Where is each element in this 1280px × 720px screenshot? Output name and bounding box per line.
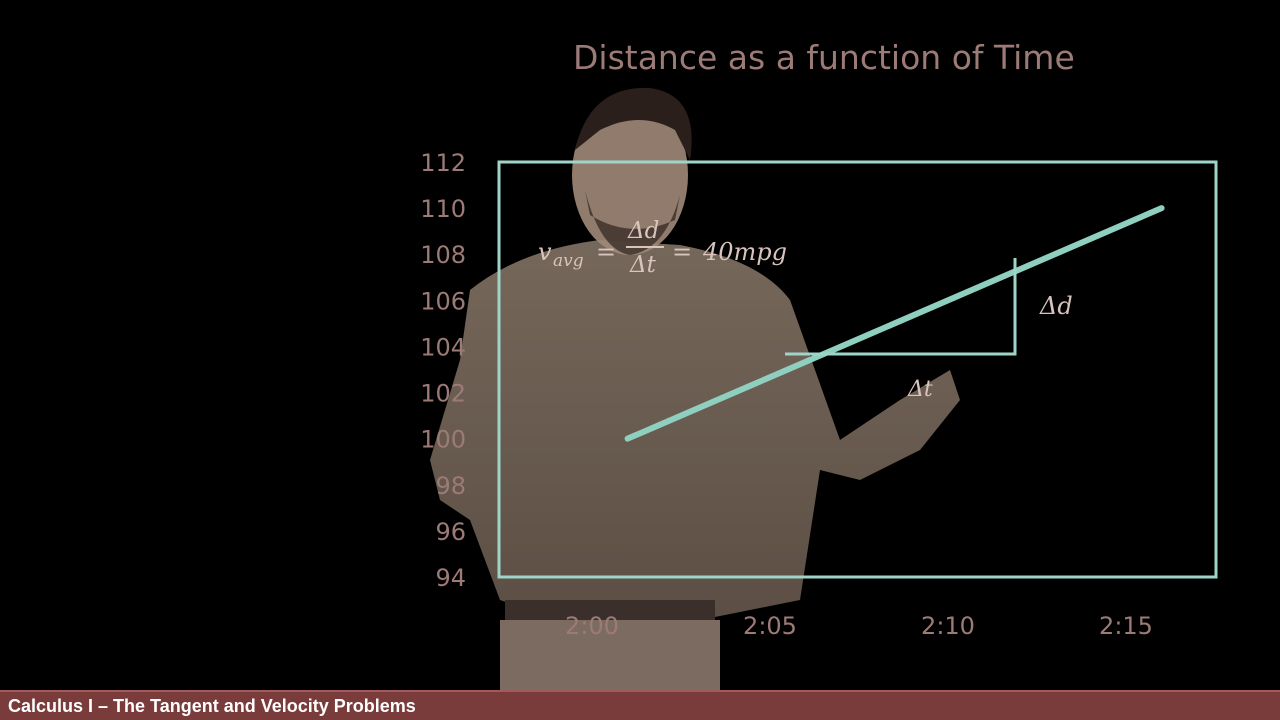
- slope-triangle: [785, 258, 1015, 354]
- x-tick-label: 2:00: [565, 612, 619, 640]
- y-tick-label: 112: [420, 149, 466, 177]
- formula-subscript: avg: [553, 251, 584, 271]
- formula-denominator: Δt: [629, 252, 657, 278]
- y-tick-label: 108: [420, 241, 466, 269]
- y-tick-label: 98: [435, 472, 466, 500]
- formula-numerator: Δd: [627, 218, 659, 244]
- y-tick-label: 106: [420, 287, 466, 315]
- formula-equals-2: =: [672, 238, 692, 266]
- y-tick-label: 110: [420, 195, 466, 223]
- formula-result: 40mpg: [702, 238, 787, 266]
- formula-equals: =: [596, 238, 616, 266]
- course-title-bar: Calculus I – The Tangent and Velocity Pr…: [0, 690, 1280, 720]
- y-tick-label: 102: [420, 380, 466, 408]
- average-velocity-formula: v avg = Δd Δt = 40mpg: [538, 218, 787, 278]
- chart-frame: [499, 162, 1216, 577]
- delta-d-label: Δd: [1039, 292, 1073, 320]
- distance-time-chart: 112 110 108 106 104 102 100 98 96 94 2:00 2:05 2:10 2…: [0, 0, 1280, 690]
- x-tick-label: 2:05: [743, 612, 797, 640]
- course-title: Calculus I – The Tangent and Velocity Pr…: [8, 696, 416, 717]
- y-tick-label: 100: [420, 426, 466, 454]
- delta-t-label: Δt: [907, 377, 933, 402]
- y-tick-label: 104: [420, 333, 466, 361]
- y-tick-label: 94: [435, 564, 466, 592]
- y-tick-label: 96: [435, 518, 466, 546]
- x-tick-label: 2:10: [921, 612, 975, 640]
- formula-v: v: [538, 238, 552, 266]
- x-tick-label: 2:15: [1099, 612, 1153, 640]
